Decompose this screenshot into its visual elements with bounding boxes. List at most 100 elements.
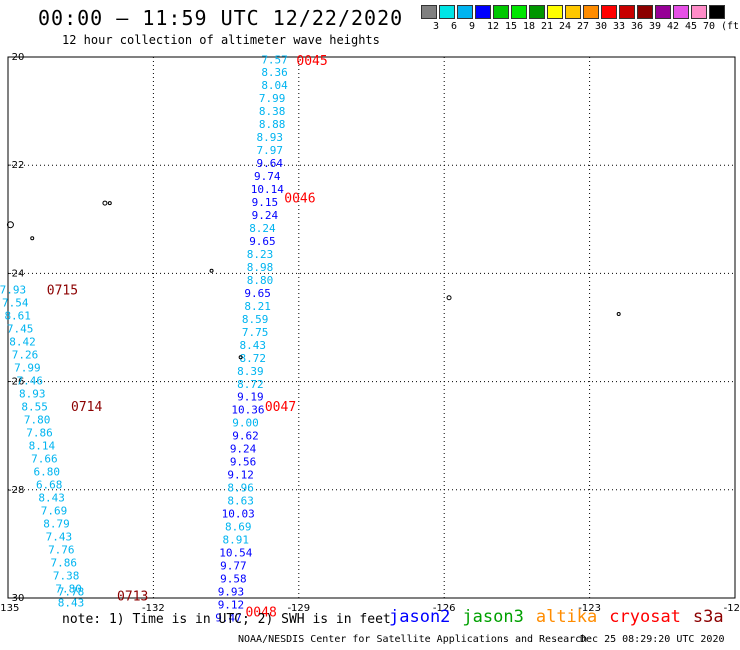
swh-value: 7.66 [31, 452, 58, 465]
swh-value: 9.65 [244, 287, 271, 300]
swh-value: 7.57 [261, 54, 288, 67]
color-scale-label: 15 [505, 21, 518, 32]
swh-value: 9.19 [237, 391, 264, 404]
color-scale-label: 21 [541, 21, 554, 32]
swh-value: 8.96 [227, 482, 254, 495]
color-swatch [673, 5, 689, 19]
swh-value: 7.54 [2, 297, 29, 310]
swh-value: 7.75 [242, 326, 269, 339]
swh-value: 10.14 [251, 183, 284, 196]
swh-value: 6.68 [36, 478, 63, 491]
color-scale-label: 33 [613, 21, 626, 32]
plot-frame [7, 56, 736, 599]
swh-value: 8.24 [249, 222, 276, 235]
satellite-legend-jason3: jason3 [462, 607, 524, 627]
swh-value: 8.61 [4, 310, 31, 323]
island-outline [209, 268, 214, 273]
color-swatch [421, 5, 437, 19]
swh-value: 9.56 [230, 456, 257, 469]
color-swatch [565, 5, 581, 19]
swh-value: 7.45 [7, 323, 34, 336]
color-swatch [583, 5, 599, 19]
units-note: note: 1) Time is in UTC; 2) SWH is in fe… [62, 612, 391, 627]
swh-value: 8.43 [240, 339, 267, 352]
color-scale-label: 6 [451, 21, 458, 32]
island-outline [446, 295, 452, 301]
color-scale-label: 9 [469, 21, 476, 32]
swh-value: 8.14 [29, 439, 56, 452]
x-tick-label: -129 [287, 603, 310, 614]
color-swatch [637, 5, 653, 19]
swh-value: 8.04 [261, 79, 288, 92]
observation-time-label: 0715 [47, 284, 78, 299]
color-swatch [439, 5, 455, 19]
swh-value: 8.88 [259, 118, 286, 131]
generation-timestamp: Dec 25 08:29:20 UTC 2020 [580, 634, 725, 645]
swh-value: 8.59 [242, 313, 269, 326]
swh-value: 8.43 [38, 491, 65, 504]
swh-value: 8.72 [240, 352, 267, 365]
swh-value: 8.93 [256, 131, 283, 144]
color-swatch [493, 5, 509, 19]
swh-value: 9.12 [218, 598, 245, 611]
observation-time-label: 0714 [71, 400, 102, 415]
swh-value: 9.58 [220, 573, 247, 586]
swh-value: 8.98 [247, 261, 274, 274]
swh-value: 7.43 [46, 530, 73, 543]
satellite-legend-cryosat: cryosat [609, 607, 681, 627]
swh-value: 9.24 [252, 209, 279, 222]
x-tick-label: -123 [578, 603, 601, 614]
color-scale-label: 18 [523, 21, 536, 32]
swh-value: 7.99 [14, 362, 41, 375]
swh-value: 8.69 [225, 521, 252, 534]
color-scale-label: 36 [631, 21, 644, 32]
swh-value: 10.36 [231, 404, 264, 417]
x-tick-label: -120 [724, 603, 740, 614]
swh-value: 7.99 [259, 92, 286, 105]
color-swatch [619, 5, 635, 19]
y-tick-label: -22 [8, 160, 24, 171]
swh-value: 9.62 [232, 430, 259, 443]
swh-value: 7.86 [50, 556, 77, 569]
swh-value: 8.93 [19, 388, 46, 401]
color-scale-label: 27 [577, 21, 590, 32]
swh-value: 9.15 [252, 196, 279, 209]
chart-title: 00:00 – 11:59 UTC 12/22/2020 [38, 6, 404, 30]
color-swatch [691, 5, 707, 19]
color-swatch [655, 5, 671, 19]
color-scale-label: 30 [595, 21, 608, 32]
color-swatch [475, 5, 491, 19]
color-scale-label: 42 [667, 21, 680, 32]
island-outline [107, 201, 112, 206]
color-scale-label: 45 [685, 21, 698, 32]
swh-value: 7.26 [12, 349, 39, 362]
island-outline [238, 355, 243, 360]
swh-value: 9.74 [254, 170, 281, 183]
observation-time-label: 0047 [265, 400, 296, 415]
swh-value: 7.46 [17, 375, 44, 388]
swh-value: 8.91 [223, 534, 250, 547]
observation-time-label: 0048 [245, 606, 276, 621]
color-swatch [601, 5, 617, 19]
satellite-legend-jason2: jason2 [389, 607, 451, 627]
observation-time-label: 0045 [296, 54, 327, 69]
y-tick-label: -20 [8, 52, 24, 63]
chart-subtitle: 12 hour collection of altimeter wave hei… [62, 33, 380, 47]
satellite-legend-altika: altika [535, 607, 598, 627]
swh-value: 7.38 [53, 569, 80, 582]
swh-value: 6.80 [34, 465, 61, 478]
swh-value: 8.21 [244, 300, 271, 313]
swh-value: 9.24 [230, 443, 257, 456]
color-swatch [457, 5, 473, 19]
swh-value: 8.80 [247, 274, 274, 287]
swh-value: 9.00 [232, 417, 259, 430]
swh-value: 8.63 [227, 495, 254, 508]
color-scale-label: 24 [559, 21, 572, 32]
swh-value: 7.97 [256, 144, 283, 157]
swh-value: 9.93 [218, 586, 245, 599]
swh-value: 7.86 [26, 426, 53, 439]
swh-value: 7.93 [0, 284, 26, 297]
swh-value: 8.36 [261, 66, 288, 79]
swh-value: 8.38 [259, 105, 286, 118]
